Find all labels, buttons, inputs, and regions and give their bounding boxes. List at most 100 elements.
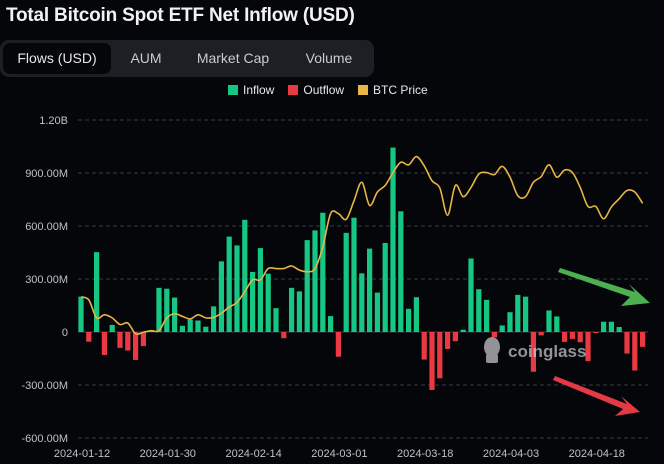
inflow-bar[interactable] xyxy=(226,236,232,332)
tab-volume[interactable]: Volume xyxy=(305,50,353,66)
outflow-bar[interactable] xyxy=(640,332,646,347)
y-tick-label: 1.20B xyxy=(39,115,68,127)
inflow-bar[interactable] xyxy=(616,327,622,332)
y-axis: 1.20B 900.00M 600.00M 300.00M 0 -300.00M -600.… xyxy=(22,115,68,445)
inflow-bar[interactable] xyxy=(523,296,529,332)
inflow-bar[interactable] xyxy=(374,292,380,332)
y-tick-label: -300.00M xyxy=(22,380,68,392)
inflow-bar[interactable] xyxy=(515,294,521,332)
outflow-bar[interactable] xyxy=(437,332,443,379)
inflow-bar[interactable] xyxy=(312,230,318,332)
inflow-bar[interactable] xyxy=(343,232,349,332)
outflow-bar[interactable] xyxy=(117,332,123,348)
inflow-bar[interactable] xyxy=(203,326,209,332)
inflow-bar[interactable] xyxy=(250,271,256,332)
y-tick-label: -600.00M xyxy=(22,433,68,445)
x-tick-label: 2024-04-18 xyxy=(569,448,625,460)
outflow-bar[interactable] xyxy=(530,332,536,372)
outflow-bar[interactable] xyxy=(445,332,451,349)
outflow-bar[interactable] xyxy=(86,332,92,342)
outflow-bar[interactable] xyxy=(538,332,544,336)
inflow-bar[interactable] xyxy=(601,321,607,332)
outflow-bar[interactable] xyxy=(421,332,427,360)
inflow-bar[interactable] xyxy=(328,316,334,332)
btc-price-swatch xyxy=(358,85,369,95)
inflow-bar[interactable] xyxy=(156,287,162,332)
outflow-swatch xyxy=(288,85,299,95)
y-tick-label: 300.00M xyxy=(25,274,68,286)
inflow-bar[interactable] xyxy=(546,310,552,332)
x-tick-label: 2024-01-12 xyxy=(54,448,110,460)
outflow-bar[interactable] xyxy=(632,332,638,371)
tab-flows[interactable]: Flows (USD) xyxy=(3,43,111,74)
inflow-bar[interactable] xyxy=(78,296,84,332)
legend-btc-price[interactable]: BTC Price xyxy=(358,83,428,97)
inflow-bar[interactable] xyxy=(273,308,279,332)
legend-btc-price-label: BTC Price xyxy=(373,83,428,97)
metric-tabs: Flows (USD) AUM Market Cap Volume xyxy=(0,40,374,77)
tab-aum[interactable]: AUM xyxy=(130,50,162,66)
coinglass-logo-icon xyxy=(484,337,500,363)
x-axis: 2024-01-12 2024-01-30 2024-02-14 2024-03-01… xyxy=(54,448,625,460)
tab-market-cap[interactable]: Market Cap xyxy=(196,50,270,66)
inflow-bar[interactable] xyxy=(359,273,365,332)
inflow-bar[interactable] xyxy=(398,211,404,332)
inflow-bar[interactable] xyxy=(296,291,302,332)
outflow-bar[interactable] xyxy=(335,332,341,357)
inflow-bar[interactable] xyxy=(406,308,412,332)
inflow-bar[interactable] xyxy=(468,258,474,332)
outflow-bar[interactable] xyxy=(562,332,568,342)
btc-price-line xyxy=(80,155,644,336)
inflow-bar[interactable] xyxy=(94,252,100,332)
inflow-bar[interactable] xyxy=(382,242,388,332)
outflow-bar[interactable] xyxy=(577,332,583,343)
coinglass-watermark: coinglass xyxy=(484,337,586,363)
inflow-bar[interactable] xyxy=(164,288,170,332)
inflow-bar[interactable] xyxy=(413,297,419,332)
legend-inflow[interactable]: Inflow xyxy=(228,83,274,97)
outflow-bar[interactable] xyxy=(624,332,630,354)
legend-inflow-label: Inflow xyxy=(243,83,275,97)
inflow-bar[interactable] xyxy=(304,240,310,332)
inflow-bar[interactable] xyxy=(234,245,240,332)
inflow-bar[interactable] xyxy=(289,287,295,332)
inflow-bar[interactable] xyxy=(351,217,357,332)
inflow-bar[interactable] xyxy=(172,297,178,332)
outflow-bar[interactable] xyxy=(281,332,287,339)
x-tick-label: 2024-03-01 xyxy=(311,448,367,460)
inflow-bar[interactable] xyxy=(484,299,490,332)
inflow-bar[interactable] xyxy=(367,248,373,332)
outflow-bar[interactable] xyxy=(140,332,146,347)
inflow-bar[interactable] xyxy=(218,261,224,332)
outflow-bar[interactable] xyxy=(133,332,139,360)
outflow-bar[interactable] xyxy=(585,332,591,362)
inflow-bar[interactable] xyxy=(187,319,193,332)
outflow-bar[interactable] xyxy=(429,332,435,390)
inflow-bar[interactable] xyxy=(257,248,263,332)
inflow-bar[interactable] xyxy=(460,329,466,332)
x-tick-label: 2024-04-03 xyxy=(483,448,539,460)
inflow-bar[interactable] xyxy=(507,312,513,332)
inflow-bar[interactable] xyxy=(265,273,271,332)
outflow-bar[interactable] xyxy=(452,332,458,342)
watermark-text: coinglass xyxy=(508,342,586,361)
inflow-bar[interactable] xyxy=(499,325,505,332)
outflow-bar[interactable] xyxy=(593,332,599,333)
inflow-bar[interactable] xyxy=(554,316,560,332)
inflow-bar[interactable] xyxy=(195,320,201,332)
inflow-bar[interactable] xyxy=(109,324,115,332)
inflow-bar[interactable] xyxy=(608,321,614,332)
legend-outflow[interactable]: Outflow xyxy=(288,83,344,97)
inflow-bar[interactable] xyxy=(211,306,217,332)
inflow-bar[interactable] xyxy=(476,289,482,332)
green-arrow-annotation xyxy=(558,268,650,306)
outflow-bar[interactable] xyxy=(125,332,131,351)
outflow-bar[interactable] xyxy=(101,332,107,355)
inflow-bar[interactable] xyxy=(179,325,185,332)
inflow-bar[interactable] xyxy=(390,147,396,332)
inflow-bar[interactable] xyxy=(242,219,248,332)
outflow-bar[interactable] xyxy=(569,332,575,339)
y-tick-label: 900.00M xyxy=(25,168,68,180)
inflow-bar[interactable] xyxy=(320,212,326,332)
outflow-bar[interactable] xyxy=(491,332,497,338)
